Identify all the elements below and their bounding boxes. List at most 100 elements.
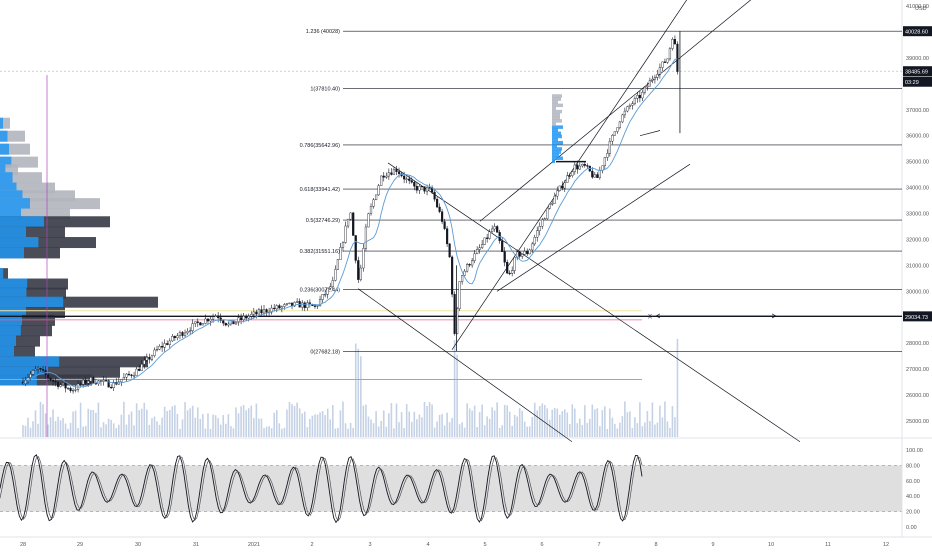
volume-bar <box>413 411 416 437</box>
volume-bar <box>436 421 438 437</box>
volume-bar <box>354 343 357 437</box>
volume-bar <box>321 411 324 437</box>
candle-body <box>653 77 657 80</box>
price-axis-tick: 36000.00 <box>906 134 929 140</box>
candle-body <box>183 332 187 336</box>
candle-body <box>380 175 383 186</box>
volume-profile-bar <box>0 164 18 176</box>
candle-body <box>372 199 375 207</box>
candle-body <box>483 237 486 245</box>
candle-body <box>364 226 368 249</box>
candle-body <box>143 360 146 365</box>
volume-bar <box>360 356 362 437</box>
candle-body <box>196 321 199 323</box>
time-axis-tick: 2021 <box>248 542 260 548</box>
candle-body <box>573 164 576 173</box>
candle-body <box>79 383 82 385</box>
candle-body <box>415 186 418 191</box>
candle-body <box>646 85 649 88</box>
candle-body <box>591 170 594 178</box>
candle-body <box>603 157 606 167</box>
volume-profile-bar-blue <box>0 374 37 386</box>
candle-body <box>181 332 184 336</box>
candle-body <box>531 243 534 251</box>
volume-profile-bar-blue <box>0 307 26 319</box>
candle-body <box>390 172 393 175</box>
candle-body <box>34 369 37 371</box>
volume-bar <box>74 410 77 437</box>
candle-body <box>463 270 466 276</box>
session-profile-bar <box>552 147 562 151</box>
volume-bar <box>661 417 664 437</box>
volume-bar <box>349 422 352 437</box>
candle-body <box>199 322 202 326</box>
volume-bar <box>634 417 636 437</box>
price-label-text: 29034.73 <box>905 315 928 321</box>
volume-bar <box>473 405 476 437</box>
candle-body <box>127 373 131 376</box>
volume-bar <box>478 411 481 437</box>
volume-bar <box>225 423 227 437</box>
volume-bar <box>105 424 107 437</box>
annotation-x-label: X <box>648 315 652 321</box>
volume-bar <box>501 425 503 437</box>
candle-body <box>528 249 531 255</box>
volume-bar <box>639 402 641 437</box>
fib-level-label: 1.236 (40028) <box>306 29 340 35</box>
volume-bar <box>367 416 370 437</box>
volume-bar <box>253 418 255 437</box>
range-arrow-left-head <box>655 313 661 319</box>
volume-bar <box>621 416 624 437</box>
volume-bar <box>191 405 194 437</box>
time-axis-tick: 2 <box>310 542 313 548</box>
time-axis-tick: 12 <box>883 542 889 548</box>
volume-bar <box>604 406 606 437</box>
volume-bar <box>636 423 639 437</box>
volume-bar <box>64 423 67 437</box>
price-label-bg <box>903 311 932 322</box>
volume-bar <box>59 420 62 437</box>
candle-body <box>473 253 476 261</box>
volume-bar <box>533 402 536 437</box>
candle-body <box>671 39 674 49</box>
volume-bar <box>418 414 421 437</box>
volume-bar <box>298 408 301 437</box>
volume-bar <box>52 409 54 437</box>
price-axis-tick: 25000.00 <box>906 419 929 425</box>
candle-body <box>39 368 42 370</box>
volume-bar <box>536 410 539 437</box>
volume-bar <box>601 410 604 437</box>
volume-profile-bar-blue <box>0 208 21 220</box>
volume-profile-bar <box>0 366 120 378</box>
volume-bar <box>125 424 128 437</box>
candle-body <box>538 226 541 231</box>
volume-bar <box>546 408 549 437</box>
volume-bar <box>72 411 74 437</box>
volume-bar <box>296 402 298 437</box>
candle-body <box>369 206 373 214</box>
candle-body <box>633 98 636 104</box>
candle-body <box>329 286 332 289</box>
candle-body <box>461 275 464 282</box>
candle-body <box>313 305 317 307</box>
volume-bar <box>260 418 263 437</box>
candle-body <box>158 346 161 350</box>
candle-body <box>413 182 416 187</box>
candle-body <box>51 379 55 382</box>
volume-bar <box>331 405 334 437</box>
volume-bar <box>110 419 112 437</box>
volume-bar <box>644 422 646 437</box>
volume-profile-bar <box>0 117 10 129</box>
volume-bar <box>631 428 634 437</box>
candle-body <box>548 204 551 209</box>
volume-bar <box>671 406 674 437</box>
volume-profile-bar <box>0 247 60 259</box>
oscillator-d-line <box>0 456 643 522</box>
price-axis-tick: 33000.00 <box>906 212 929 218</box>
candle-body <box>74 389 77 391</box>
candle-body <box>209 318 212 322</box>
volume-bar <box>609 408 611 437</box>
price-axis-tick: 32000.00 <box>906 237 929 243</box>
